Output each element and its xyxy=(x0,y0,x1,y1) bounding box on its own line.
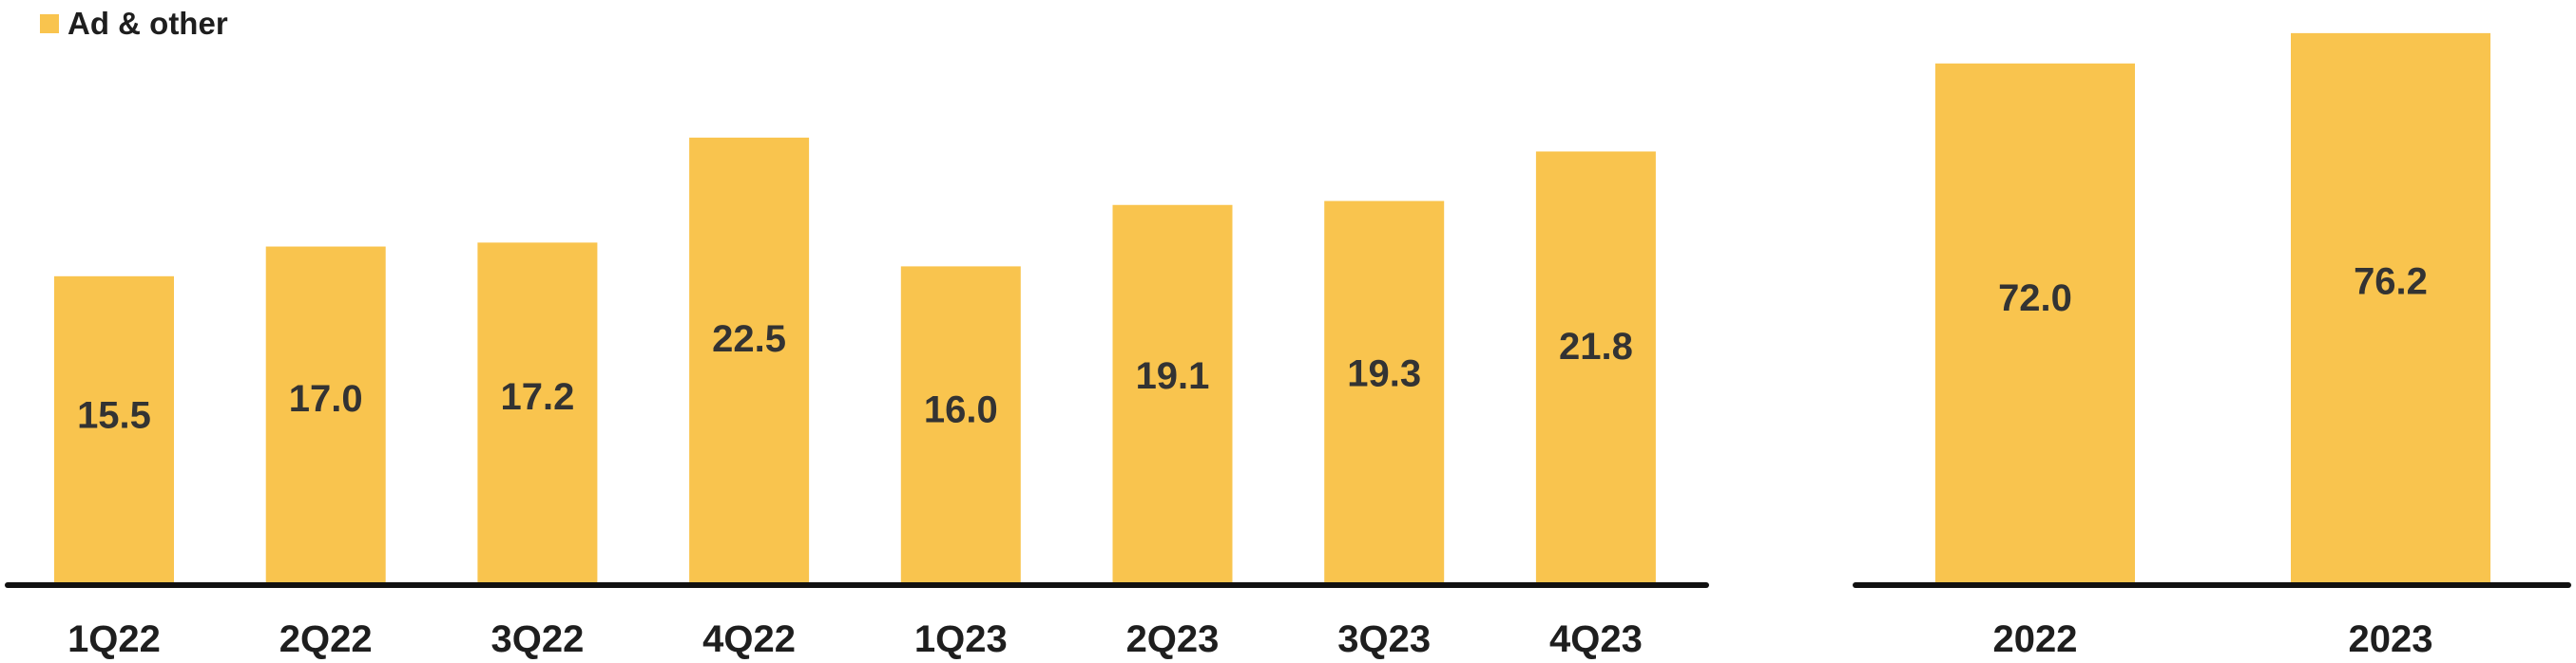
quarter-tick-label: 3Q23 xyxy=(1337,618,1431,660)
legend: Ad & other xyxy=(40,6,228,42)
quarter-tick-label: 2Q23 xyxy=(1126,618,1220,660)
quarter-tick-label: 4Q23 xyxy=(1549,618,1643,660)
quarter-bar-1Q22 xyxy=(54,275,174,583)
year-value-label: 76.2 xyxy=(2354,260,2428,302)
quarter-value-label: 15.5 xyxy=(77,394,151,436)
quarter-bar-3Q22 xyxy=(477,242,598,583)
legend-swatch xyxy=(40,14,59,33)
quarter-tick-label: 4Q22 xyxy=(702,618,796,660)
quarter-value-label: 21.8 xyxy=(1559,326,1633,368)
year-bar-2023 xyxy=(2291,32,2490,583)
quarter-value-label: 17.2 xyxy=(500,376,574,418)
quarterly-chart: 15.5 1Q22 17.0 2Q22 17.2 3Q22 22.5 4Q22 16.0 1Q23… xyxy=(5,137,1709,660)
year-bar-2022 xyxy=(1935,63,2135,584)
year-tick-label: 2022 xyxy=(1993,618,2078,660)
quarter-bar-4Q23 xyxy=(1535,151,1656,583)
annual-chart: 72.0 2022 76.2 2023 xyxy=(1853,32,2571,660)
year-value-label: 72.0 xyxy=(1998,277,2072,319)
quarter-value-label: 22.5 xyxy=(712,318,786,360)
quarter-value-label: 19.1 xyxy=(1136,355,1210,397)
quarter-bar-2Q23 xyxy=(1112,204,1233,583)
quarter-tick-label: 1Q22 xyxy=(67,618,161,660)
quarter-value-label: 17.0 xyxy=(289,378,363,420)
quarter-bar-3Q23 xyxy=(1324,200,1445,583)
quarter-value-label: 19.3 xyxy=(1347,353,1421,395)
quarter-bar-4Q22 xyxy=(689,137,810,583)
quarter-tick-label: 3Q22 xyxy=(490,618,584,660)
year-tick-label: 2023 xyxy=(2349,618,2433,660)
quarter-bar-1Q23 xyxy=(900,266,1021,583)
quarter-bar-2Q22 xyxy=(265,246,386,583)
quarter-value-label: 16.0 xyxy=(924,389,998,431)
quarter-tick-label: 2Q22 xyxy=(279,618,373,660)
legend-label: Ad & other xyxy=(67,6,228,41)
quarter-tick-label: 1Q23 xyxy=(914,618,1008,660)
